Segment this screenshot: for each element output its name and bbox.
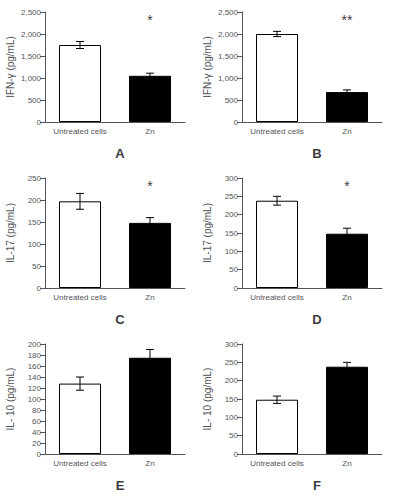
svg-text:**: **: [342, 12, 353, 28]
svg-text:Zn: Zn: [145, 127, 154, 136]
svg-text:Zn: Zn: [342, 459, 351, 468]
svg-text:250: 250: [225, 358, 239, 367]
svg-text:*: *: [147, 12, 153, 28]
svg-text:160: 160: [28, 362, 42, 371]
svg-text:0: 0: [37, 450, 42, 459]
svg-text:Zn: Zn: [342, 293, 351, 302]
svg-text:50: 50: [229, 265, 238, 274]
svg-text:0: 0: [234, 284, 239, 293]
svg-text:300: 300: [225, 174, 239, 183]
svg-text:C: C: [115, 312, 125, 327]
svg-text:1,500: 1,500: [218, 52, 239, 61]
svg-text:20: 20: [32, 439, 41, 448]
svg-text:150: 150: [225, 229, 239, 238]
svg-text:0: 0: [37, 118, 42, 127]
svg-text:50: 50: [229, 431, 238, 440]
svg-text:*: *: [344, 178, 350, 194]
svg-text:Untreated cells: Untreated cells: [250, 127, 303, 136]
svg-text:200: 200: [28, 196, 42, 205]
svg-text:150: 150: [225, 395, 239, 404]
svg-text:50: 50: [32, 262, 41, 271]
svg-text:1,500: 1,500: [21, 52, 42, 61]
svg-text:500: 500: [28, 96, 42, 105]
svg-text:IL-17 (pg/mL): IL-17 (pg/mL): [5, 203, 16, 263]
svg-text:0: 0: [234, 450, 239, 459]
svg-text:A: A: [115, 146, 125, 161]
svg-text:100: 100: [225, 247, 239, 256]
svg-text:2,000: 2,000: [218, 30, 239, 39]
svg-text:Untreated cells: Untreated cells: [250, 293, 303, 302]
svg-text:IFN-γ (pg/mL): IFN-γ (pg/mL): [5, 36, 16, 98]
svg-text:Zn: Zn: [145, 459, 154, 468]
svg-text:B: B: [312, 146, 321, 161]
svg-text:IFN-γ (pg/mL): IFN-γ (pg/mL): [202, 36, 213, 98]
svg-text:40: 40: [32, 428, 41, 437]
svg-text:120: 120: [28, 384, 42, 393]
svg-text:0: 0: [37, 284, 42, 293]
svg-text:0: 0: [234, 118, 239, 127]
svg-text:100: 100: [28, 240, 42, 249]
svg-text:1,000: 1,000: [218, 74, 239, 83]
svg-text:1,000: 1,000: [21, 74, 42, 83]
svg-text:2,000: 2,000: [21, 30, 42, 39]
svg-text:2,500: 2,500: [21, 8, 42, 17]
svg-text:100: 100: [28, 395, 42, 404]
svg-text:200: 200: [225, 376, 239, 385]
svg-text:250: 250: [28, 174, 42, 183]
svg-text:500: 500: [225, 96, 239, 105]
svg-text:Zn: Zn: [145, 293, 154, 302]
svg-text:140: 140: [28, 373, 42, 382]
svg-text:D: D: [312, 312, 321, 327]
svg-text:Untreated cells: Untreated cells: [53, 293, 106, 302]
svg-text:80: 80: [32, 406, 41, 415]
svg-text:200: 200: [28, 340, 42, 349]
svg-text:IL- 10 (pg/mL): IL- 10 (pg/mL): [5, 368, 16, 431]
svg-text:E: E: [116, 478, 125, 493]
svg-text:2,500: 2,500: [218, 8, 239, 17]
svg-text:IL-17 (pg/mL): IL-17 (pg/mL): [202, 203, 213, 263]
svg-text:F: F: [313, 478, 321, 493]
svg-text:Untreated cells: Untreated cells: [53, 127, 106, 136]
svg-text:300: 300: [225, 340, 239, 349]
svg-text:250: 250: [225, 192, 239, 201]
svg-text:100: 100: [225, 413, 239, 422]
svg-text:Untreated cells: Untreated cells: [53, 459, 106, 468]
svg-text:*: *: [147, 178, 153, 194]
svg-text:150: 150: [28, 218, 42, 227]
svg-text:200: 200: [225, 210, 239, 219]
svg-text:IL- 10 (pg/mL): IL- 10 (pg/mL): [202, 368, 213, 431]
svg-text:Zn: Zn: [342, 127, 351, 136]
svg-text:180: 180: [28, 351, 42, 360]
svg-text:Untreated cells: Untreated cells: [250, 459, 303, 468]
svg-text:60: 60: [32, 417, 41, 426]
